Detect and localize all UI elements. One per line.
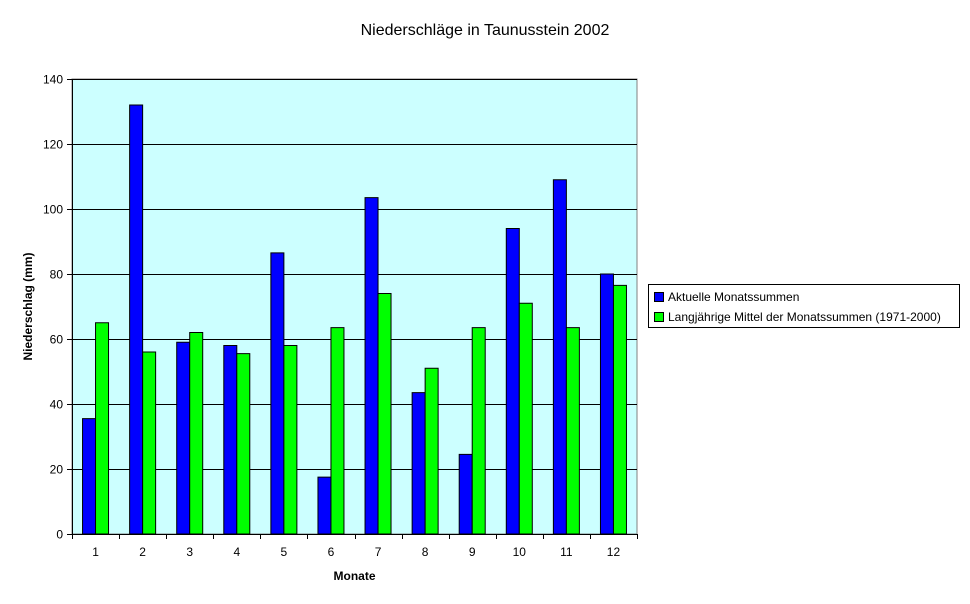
y-tick-label: 40: [50, 398, 64, 412]
plot-area: [71, 78, 638, 535]
x-tick-labels: 1 2 3 4 5 6 7 8 9 10 11 12: [92, 545, 620, 559]
y-axis-title: Niederschlag (mm): [21, 252, 35, 360]
x-tick-label: 7: [375, 545, 382, 559]
legend-swatch-green-icon: [654, 311, 664, 322]
legend-item-langjaehrige: Langjährige Mittel der Monatssummen (197…: [654, 310, 941, 324]
y-tick-label: 140: [43, 73, 63, 87]
legend-swatch-blue-icon: [654, 291, 664, 302]
gridlines: [72, 79, 637, 470]
y-tick-labels: 0 20 40 60 80 100 120 140: [43, 73, 63, 542]
bar-mittel-2: [142, 351, 157, 535]
bar-mittel-3: [189, 332, 204, 535]
bar-aktuelle-2: [129, 104, 144, 535]
legend: Aktuelle Monatssummen Langjährige Mittel…: [648, 284, 960, 328]
bar-aktuelle-8: [411, 392, 426, 535]
x-tick-label: 6: [328, 545, 335, 559]
legend-label: Langjährige Mittel der Monatssummen (197…: [668, 310, 941, 324]
x-tick-label: 2: [139, 545, 146, 559]
bar-mittel-5: [283, 345, 298, 535]
y-tick-label: 120: [43, 138, 63, 152]
y-tick-label: 20: [50, 463, 64, 477]
bar-aktuelle-10: [505, 228, 520, 535]
bar-mittel-12: [612, 284, 627, 535]
bar-mittel-10: [518, 302, 533, 535]
y-tick-label: 60: [50, 333, 64, 347]
x-tick-label: 8: [422, 545, 429, 559]
x-tick-label: 5: [281, 545, 288, 559]
bar-mittel-11: [565, 327, 580, 535]
bar-mittel-9: [471, 327, 486, 535]
x-tick-label: 4: [233, 545, 240, 559]
bar-mittel-8: [424, 367, 439, 535]
bar-mittel-6: [330, 327, 345, 535]
legend-label: Aktuelle Monatssummen: [668, 290, 800, 304]
x-tick-label: 11: [560, 545, 573, 559]
bar-mittel-7: [377, 293, 392, 535]
bar-aktuelle-4: [223, 345, 238, 535]
x-tick-label: 1: [92, 545, 99, 559]
chart-title: Niederschläge in Taunusstein 2002: [360, 22, 610, 39]
y-tick-label: 100: [43, 203, 63, 217]
bar-mittel-4: [236, 353, 251, 535]
x-tick-label: 10: [513, 545, 527, 559]
bar-mittel-1: [95, 322, 110, 535]
y-tick-label: 0: [56, 528, 63, 542]
bar-aktuelle-5: [270, 252, 285, 535]
axes: [67, 79, 638, 539]
bars: [82, 104, 627, 535]
x-axis-title: Monate: [334, 569, 376, 583]
bar-aktuelle-3: [176, 341, 191, 535]
y-tick-label: 80: [50, 268, 64, 282]
bar-aktuelle-7: [364, 197, 379, 535]
bar-aktuelle-1: [82, 418, 97, 535]
legend-item-aktuelle: Aktuelle Monatssummen: [654, 290, 799, 304]
bar-aktuelle-9: [458, 453, 473, 535]
bar-aktuelle-11: [552, 179, 567, 535]
bar-aktuelle-6: [317, 476, 332, 535]
x-tick-label: 9: [469, 545, 476, 559]
x-tick-label: 3: [186, 545, 193, 559]
bar-aktuelle-12: [599, 273, 614, 535]
x-tick-label: 12: [607, 545, 621, 559]
